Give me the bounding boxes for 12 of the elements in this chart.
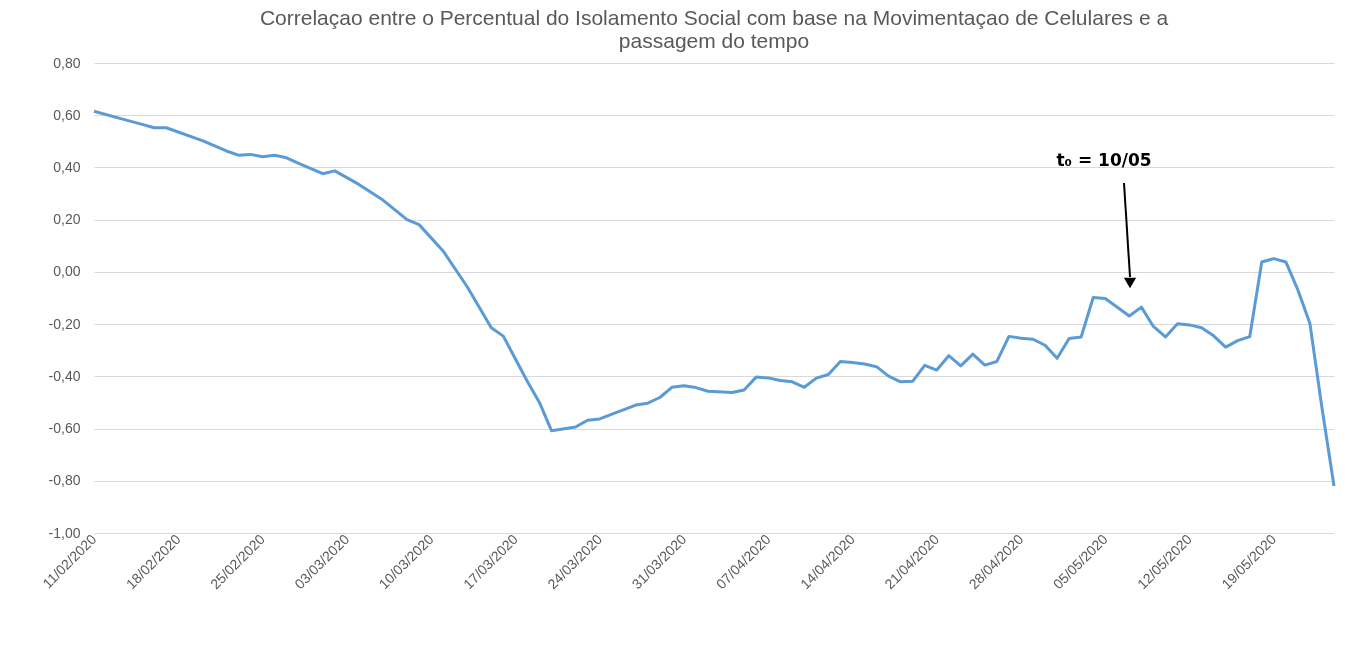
y-tick-label: 0,40 <box>53 158 81 175</box>
y-tick-label: -0,40 <box>48 367 81 384</box>
chart-title: Correlaçao entre o Percentual do Isolamento Social com base na Movimentaçao de Celulares e a passagem do tempo <box>259 6 1169 52</box>
y-tick-label: 0,60 <box>53 106 81 123</box>
y-tick-label: -0,20 <box>48 315 81 332</box>
y-tick-label: -0,60 <box>48 420 81 437</box>
annotation: t₀ = 10/05 <box>1056 150 1152 170</box>
y-tick-label: 0,80 <box>53 54 81 71</box>
y-tick-label: -0,80 <box>48 472 81 489</box>
y-tick-label: 0,20 <box>53 211 81 228</box>
line-series <box>92 109 1336 488</box>
y-tick-label: 0,00 <box>53 263 81 280</box>
